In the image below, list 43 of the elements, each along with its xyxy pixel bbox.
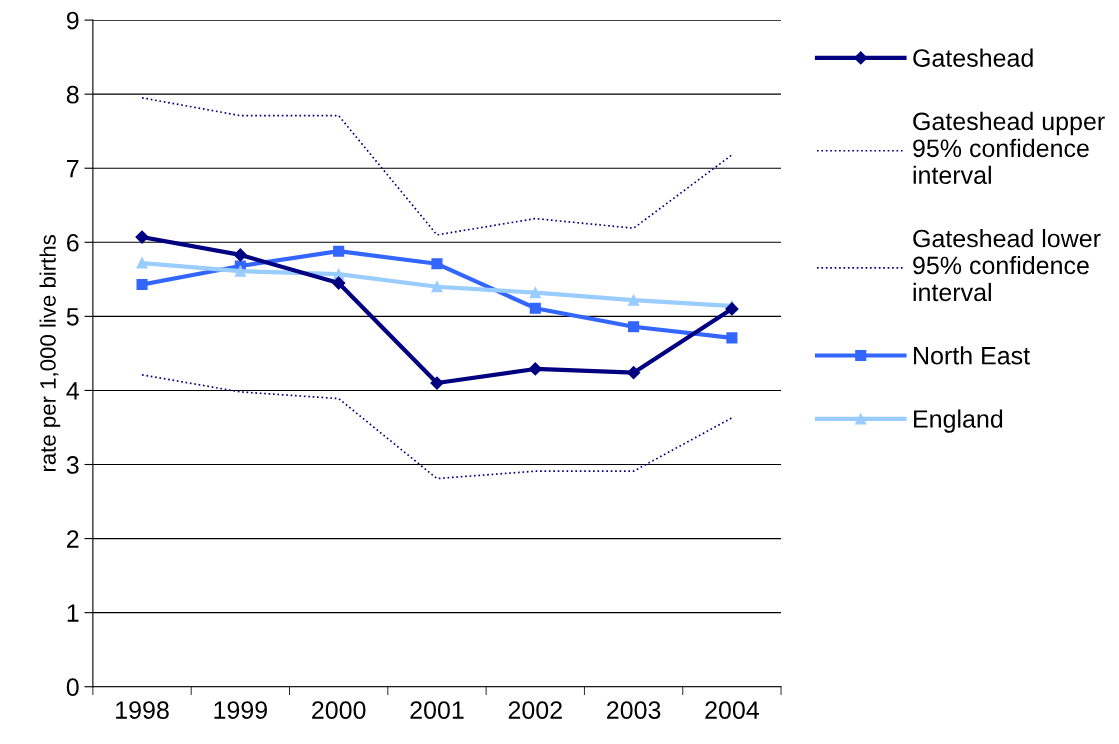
y-tick-label: 4 xyxy=(66,382,79,400)
y-tick-label: 3 xyxy=(66,456,79,474)
point xyxy=(528,362,542,376)
point xyxy=(431,281,443,293)
point xyxy=(627,366,641,380)
point xyxy=(628,321,640,333)
point xyxy=(136,278,148,291)
point xyxy=(332,276,346,290)
legend-label: Gateshead upper 95% confidence interval xyxy=(913,111,1105,185)
y-tick-label: 7 xyxy=(67,160,79,178)
point xyxy=(333,245,345,257)
x-tick-label: 1998 xyxy=(116,701,169,719)
y-tick-label: 8 xyxy=(66,85,79,104)
x-tick-label: 2000 xyxy=(312,701,366,719)
y-tick-label: 5 xyxy=(66,308,79,326)
point xyxy=(628,294,640,306)
x-tick-label: 2004 xyxy=(705,701,759,719)
point xyxy=(430,376,444,390)
legend-label: Gateshead lower 95% confidence interval xyxy=(913,229,1101,302)
line-series xyxy=(141,374,733,480)
point xyxy=(234,265,246,277)
y-tick-label: 0 xyxy=(66,678,79,697)
legend-label: North East xyxy=(914,346,1030,365)
point xyxy=(135,230,149,244)
x-tick-label: 2002 xyxy=(508,701,562,719)
x-tick-label: 1999 xyxy=(214,701,267,719)
point xyxy=(233,248,247,262)
point xyxy=(529,287,541,299)
y-tick-label: 6 xyxy=(67,233,79,252)
x-tick-label: 2001 xyxy=(410,701,464,719)
line-series xyxy=(141,97,733,236)
y-axis-title: rate per 1,000 live births xyxy=(39,234,61,472)
point xyxy=(725,302,739,316)
point xyxy=(136,257,148,269)
legend-label: England xyxy=(914,409,1003,433)
legend-label: Gateshead xyxy=(913,48,1033,67)
y-tick-label: 2 xyxy=(67,530,79,548)
x-tick-label: 2003 xyxy=(607,701,661,719)
point xyxy=(431,258,443,270)
y-tick-label: 1 xyxy=(67,604,79,622)
point xyxy=(726,332,738,344)
point xyxy=(529,302,541,314)
y-tick-label: 9 xyxy=(66,11,79,30)
